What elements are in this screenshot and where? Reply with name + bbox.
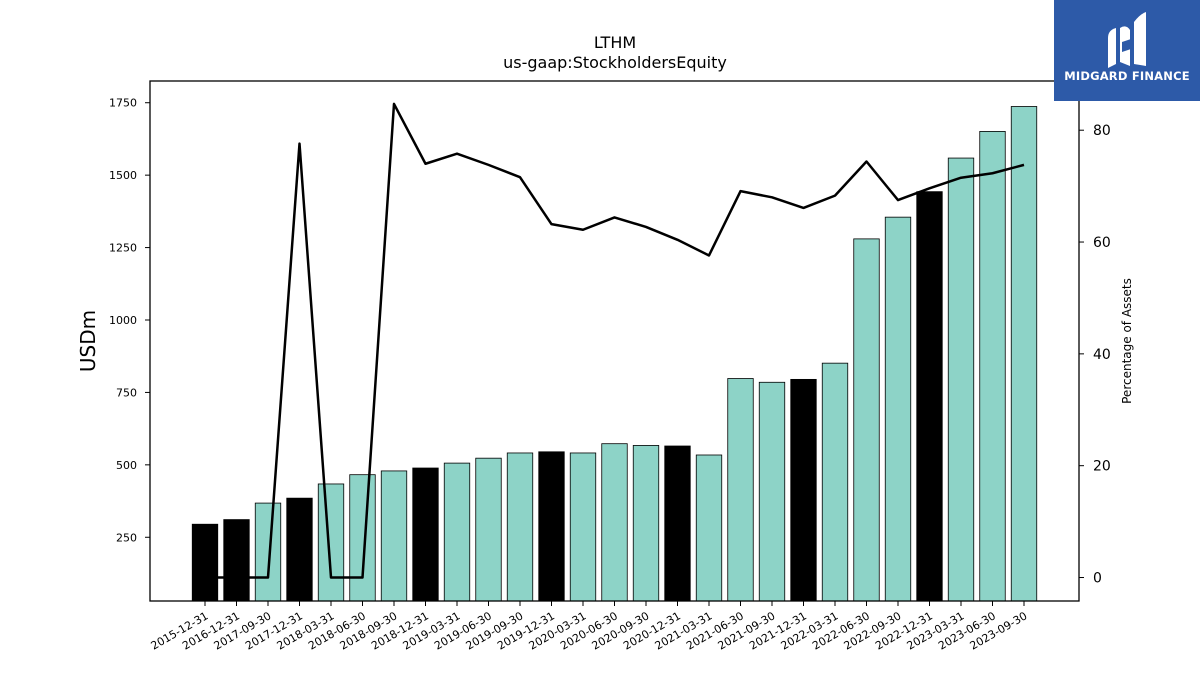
bar-group	[191, 106, 1038, 602]
y2-axis-label: Percentage of Assets	[1120, 278, 1134, 404]
bar-2023-09-30	[1010, 106, 1038, 602]
bar-2019-09-30	[506, 452, 534, 602]
bar-2019-06-30	[475, 457, 502, 602]
y-axis-label: USDm	[76, 310, 100, 372]
chart-subtitle: us-gaap:StockholdersEquity	[503, 53, 727, 72]
bar-2019-03-31	[443, 462, 471, 602]
bar-2018-12-31	[412, 467, 439, 602]
midgard-logo: MIDGARD FINANCE	[1054, 0, 1200, 101]
bar-2021-03-31	[695, 454, 723, 602]
bar-2017-12-31	[286, 497, 313, 602]
y-tick-label-1500: 1500	[109, 169, 137, 182]
bar-2015-12-31	[191, 523, 219, 602]
y-tick-label-250: 250	[116, 531, 137, 544]
bar-2022-12-31	[916, 191, 943, 602]
bar-2017-09-30	[254, 502, 282, 602]
chart-title: LTHM	[594, 33, 636, 52]
bar-2021-09-30	[758, 381, 786, 602]
y-tick-label-1000: 1000	[109, 314, 137, 327]
y-tick-label-1750: 1750	[109, 97, 137, 110]
bar-2020-09-30	[632, 445, 660, 602]
bar-2016-12-31	[223, 519, 250, 602]
y-tick-label-1250: 1250	[109, 242, 137, 255]
bar-2020-12-31	[664, 445, 691, 602]
bar-2018-03-31	[317, 483, 345, 602]
y2-tick-label-0: 0	[1093, 571, 1102, 587]
bar-2021-12-31	[790, 378, 817, 602]
bar-2022-03-31	[821, 362, 849, 602]
bar-2021-06-30	[727, 378, 754, 602]
bar-2023-03-31	[947, 157, 975, 602]
y-tick-label-500: 500	[116, 459, 137, 472]
y2-tick-label-60: 60	[1093, 235, 1111, 251]
bar-2023-06-30	[979, 131, 1006, 602]
y-tick-label-750: 750	[116, 386, 137, 399]
percentage-line	[205, 102, 1025, 579]
logo-text: MIDGARD FINANCE	[1064, 69, 1190, 83]
y2-tick-label-40: 40	[1093, 347, 1111, 363]
bar-2022-09-30	[884, 216, 912, 602]
bar-2018-06-30	[349, 474, 376, 602]
bar-2022-06-30	[853, 238, 880, 602]
bar-2019-12-31	[538, 451, 565, 602]
midgard-logo-icon	[1108, 12, 1146, 68]
y2-tick-label-20: 20	[1093, 459, 1111, 475]
bar-2020-06-30	[601, 443, 628, 602]
bar-2020-03-31	[569, 452, 597, 602]
y2-tick-label-80: 80	[1093, 123, 1111, 139]
bar-2018-09-30	[380, 470, 408, 602]
line-group	[205, 102, 1025, 579]
